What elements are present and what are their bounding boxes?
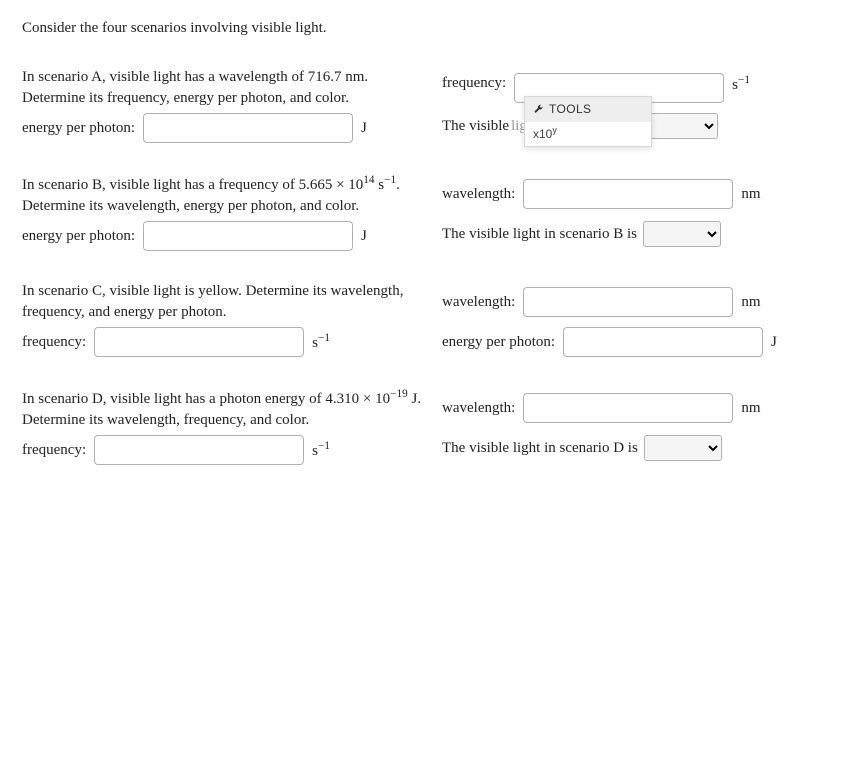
wavelength-label-c: wavelength:	[442, 292, 515, 313]
frequency-unit-d: s−1	[312, 439, 330, 462]
tools-popup[interactable]: TOOLS x10y	[524, 96, 652, 147]
frequency-label-d: frequency:	[22, 440, 86, 461]
wavelength-unit-c: nm	[741, 292, 760, 313]
energy-label-b: energy per photon:	[22, 226, 135, 247]
wavelength-label-d: wavelength:	[442, 398, 515, 419]
scenario-b-prompt: In scenario B, visible light has a frequ…	[22, 173, 424, 217]
color-select-b[interactable]	[643, 221, 721, 247]
scenario-d-prompt: In scenario D, visible light has a photo…	[22, 387, 424, 431]
scenario-a-prompt: In scenario A, visible light has a wavel…	[22, 67, 424, 109]
energy-unit-c: J	[771, 332, 777, 353]
frequency-label: frequency:	[442, 73, 506, 94]
color-select-a[interactable]	[640, 113, 718, 139]
frequency-unit-c: s−1	[312, 331, 330, 354]
tools-header: TOOLS	[525, 97, 651, 122]
wavelength-input-d[interactable]	[523, 393, 733, 423]
frequency-input-c[interactable]	[94, 327, 304, 357]
energy-label-a: energy per photon:	[22, 118, 135, 139]
wavelength-input-b[interactable]	[523, 179, 733, 209]
tools-x10y[interactable]: x10y	[525, 122, 651, 146]
color-select-d[interactable]	[644, 435, 722, 461]
frequency-label-c: frequency:	[22, 332, 86, 353]
wavelength-input-c[interactable]	[523, 287, 733, 317]
color-text-a-prefix: The visible	[442, 116, 509, 137]
energy-unit-b: J	[361, 226, 367, 247]
energy-input-b[interactable]	[143, 221, 353, 251]
scenario-c-prompt: In scenario C, visible light is yellow. …	[22, 281, 424, 323]
energy-unit-a: J	[361, 118, 367, 139]
energy-label-c: energy per photon:	[442, 332, 555, 353]
tools-title: TOOLS	[549, 101, 591, 118]
color-text-d: The visible light in scenario D is	[442, 438, 638, 459]
intro-text: Consider the four scenarios involving vi…	[22, 18, 824, 39]
energy-input-a[interactable]	[143, 113, 353, 143]
wavelength-unit-b: nm	[741, 184, 760, 205]
frequency-input-d[interactable]	[94, 435, 304, 465]
frequency-unit: s−1	[732, 73, 750, 96]
wavelength-unit-d: nm	[741, 398, 760, 419]
wavelength-label-b: wavelength:	[442, 184, 515, 205]
wrench-icon	[533, 104, 544, 115]
energy-input-c[interactable]	[563, 327, 763, 357]
color-text-b: The visible light in scenario B is	[442, 224, 637, 245]
